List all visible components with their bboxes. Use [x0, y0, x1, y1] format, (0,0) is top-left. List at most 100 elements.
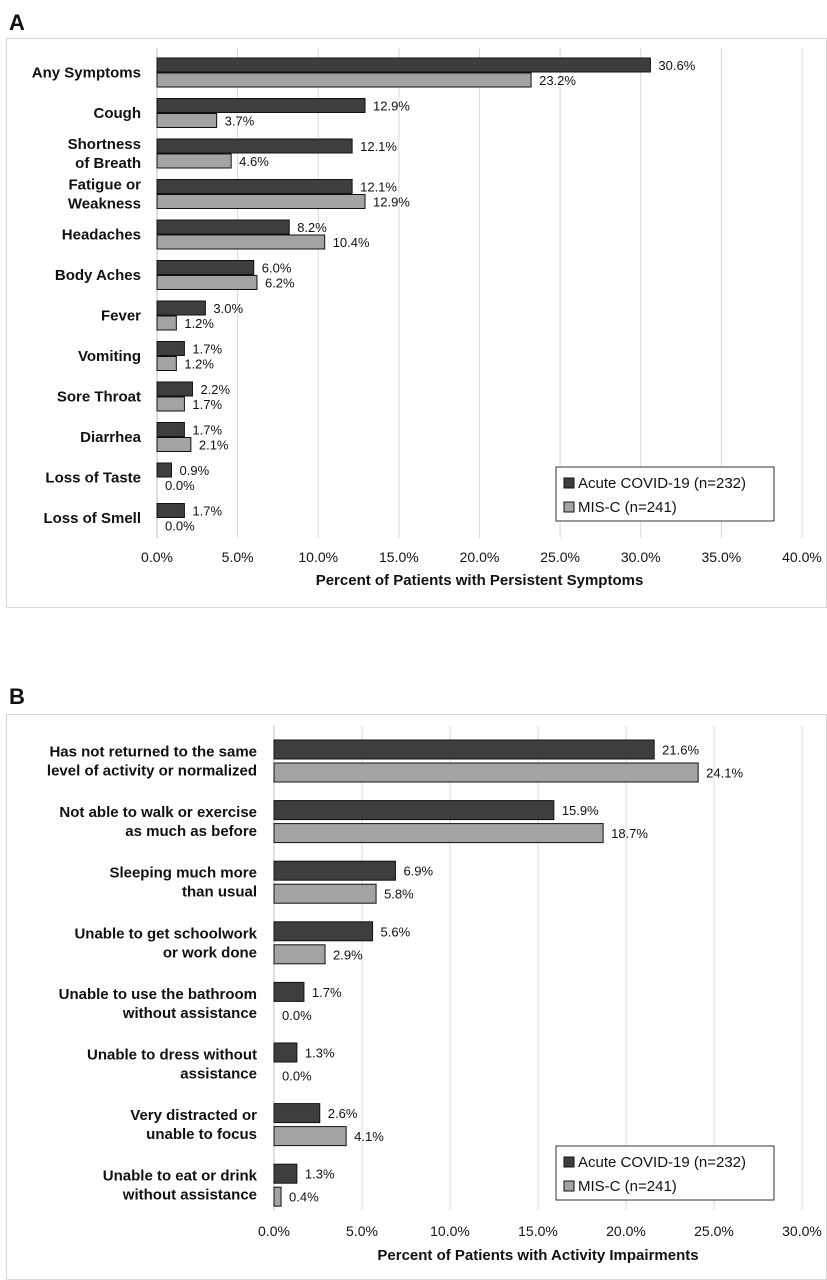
panel-a-data-label: 0.0% [165, 519, 195, 534]
panel-a-data-label: 6.2% [265, 276, 295, 291]
panel-a-data-label: 0.9% [180, 463, 210, 478]
panel-b-x-tick-label: 0.0% [258, 1223, 290, 1239]
panel-b-legend-label: Acute COVID-19 (n=232) [578, 1154, 746, 1171]
panel-a-category-label: of Breath [75, 155, 141, 172]
panel-a-bar-acute-covid [156, 422, 185, 437]
panel-a-data-label: 1.7% [192, 342, 222, 357]
panel-a-bar-acute-covid [156, 462, 173, 478]
panel-b-data-label: 1.7% [312, 985, 342, 1000]
panel-b-data-label: 5.6% [381, 924, 411, 939]
panel-a-data-label: 1.2% [184, 316, 214, 331]
panel-b-bar-acute-covid [273, 800, 555, 821]
panel-b-bar-acute-covid [273, 739, 655, 760]
panel-b-x-tick-label: 15.0% [518, 1223, 558, 1239]
panel-b-data-label: 21.6% [662, 743, 699, 758]
panel-a-bar-mis-c [156, 437, 192, 452]
panel-a-data-label: 6.0% [262, 261, 292, 276]
panel-b-data-label: 5.8% [384, 887, 414, 902]
panel-a-data-label: 8.2% [297, 220, 327, 235]
panel-a-data-label: 10.4% [333, 235, 370, 250]
panel-a-x-tick-label: 10.0% [298, 549, 338, 565]
panel-b-bar-acute-covid [273, 1042, 298, 1063]
panel-b-category-label: than usual [182, 884, 257, 901]
panel-a-bar-acute-covid [156, 138, 353, 154]
panel-b-data-label: 2.6% [328, 1106, 358, 1121]
panel-b-legend-swatch [563, 1156, 575, 1168]
panel-a-category-label: Fatigue or [68, 177, 141, 194]
panel-a-category-label: Fever [101, 308, 141, 325]
panel-a-x-tick-label: 40.0% [782, 549, 822, 565]
panel-b-bar-mis-c [273, 1126, 347, 1147]
panel-a-bar-mis-c [156, 153, 232, 169]
panel-b-category-label: Unable to get schoolwork [74, 925, 257, 942]
panel-a-bar-mis-c [156, 194, 366, 209]
panel-b-bar-mis-c [273, 883, 377, 904]
panel-b-data-label: 0.4% [289, 1190, 319, 1205]
panel-b-category-label: assistance [180, 1066, 257, 1083]
panel-a-category-label: Shortness [68, 136, 141, 153]
panel-a-category-label: Vomiting [78, 348, 141, 365]
panel-a-bar-mis-c [156, 396, 185, 412]
panel-b-x-axis-title: Percent of Patients with Activity Impair… [377, 1247, 698, 1264]
panel-b-category-label: unable to focus [146, 1126, 257, 1143]
panel-b-category-label: Unable to dress without [87, 1047, 257, 1064]
panel-b-x-tick-label: 25.0% [694, 1223, 734, 1239]
panel-a-bar-acute-covid [156, 341, 185, 356]
panel-b-data-label: 15.9% [562, 803, 599, 818]
panel-a-data-label: 12.9% [373, 99, 410, 114]
panel-a-legend-swatch [563, 477, 575, 489]
panel-b-category-label: Very distracted or [130, 1107, 257, 1124]
panel-a-x-tick-label: 20.0% [460, 549, 500, 565]
panel-b-x-tick-label: 30.0% [782, 1223, 822, 1239]
panel-a-bar-mis-c [156, 234, 326, 250]
panel-a-data-label: 12.9% [373, 195, 410, 210]
panel-a-bar-acute-covid [156, 381, 193, 397]
panel-a-category-label: Sore Throat [57, 389, 141, 406]
panel-a-data-label: 3.7% [225, 114, 255, 129]
panel-a-x-tick-label: 35.0% [702, 549, 742, 565]
panel-b-data-label: 0.0% [282, 1069, 312, 1084]
panel-b-bar-acute-covid [273, 981, 305, 1002]
panel-a-data-label: 2.1% [199, 438, 229, 453]
panel-a-data-label: 1.7% [192, 423, 222, 438]
panel-b-bar-mis-c [273, 1186, 282, 1207]
panel-a-category-label: Loss of Smell [43, 510, 141, 527]
panel-b-data-label: 1.3% [305, 1167, 335, 1182]
panel-a-category-label: Weakness [68, 196, 141, 213]
panel-b-legend-label: MIS-C (n=241) [578, 1178, 677, 1195]
panel-a-bar-mis-c [156, 72, 532, 88]
panel-a-category-label: Body Aches [55, 267, 141, 284]
panel-b-data-label: 6.9% [403, 864, 433, 879]
panel-b-data-label: 1.3% [305, 1046, 335, 1061]
panel-b-category-label: without assistance [122, 1005, 257, 1022]
panel-a-bar-acute-covid [156, 179, 353, 194]
panel-a-bar-mis-c [156, 275, 258, 290]
panel-b-bar-acute-covid [273, 1163, 298, 1184]
panel-b-data-label: 24.1% [706, 766, 743, 781]
panel-b-x-tick-label: 10.0% [430, 1223, 470, 1239]
panel-b-legend-swatch [563, 1180, 575, 1192]
panel-a-bar-mis-c [156, 113, 218, 128]
panel-a-legend-label: Acute COVID-19 (n=232) [578, 475, 746, 492]
panel-a-x-tick-label: 15.0% [379, 549, 419, 565]
panel-b-bar-mis-c [273, 762, 699, 783]
panel-a-category-label: Cough [94, 105, 141, 122]
panel-a-x-axis-title: Percent of Patients with Persistent Symp… [316, 572, 644, 589]
panel-b-category-label: Not able to walk or exercise [59, 804, 257, 821]
panel-b-category-label: Has not returned to the same [49, 744, 257, 761]
panel-b-data-label: 4.1% [354, 1129, 384, 1144]
panel-b-data-label: 0.0% [282, 1008, 312, 1023]
panel-b-x-tick-label: 20.0% [606, 1223, 646, 1239]
panel-a-bar-acute-covid [156, 260, 255, 275]
panel-a-data-label: 0.0% [165, 478, 195, 493]
panel-a-data-label: 1.7% [192, 397, 222, 412]
panel-a-x-tick-label: 5.0% [222, 549, 254, 565]
panel-a-bar-mis-c [156, 315, 177, 331]
panel-a-x-tick-label: 30.0% [621, 549, 661, 565]
panel-a-bar-mis-c [156, 356, 177, 371]
panel-a-data-label: 12.1% [360, 139, 397, 154]
panel-a-category-label: Diarrhea [80, 429, 142, 446]
panel-a-x-tick-label: 0.0% [141, 549, 173, 565]
panel-a-category-label: Headaches [62, 227, 141, 244]
